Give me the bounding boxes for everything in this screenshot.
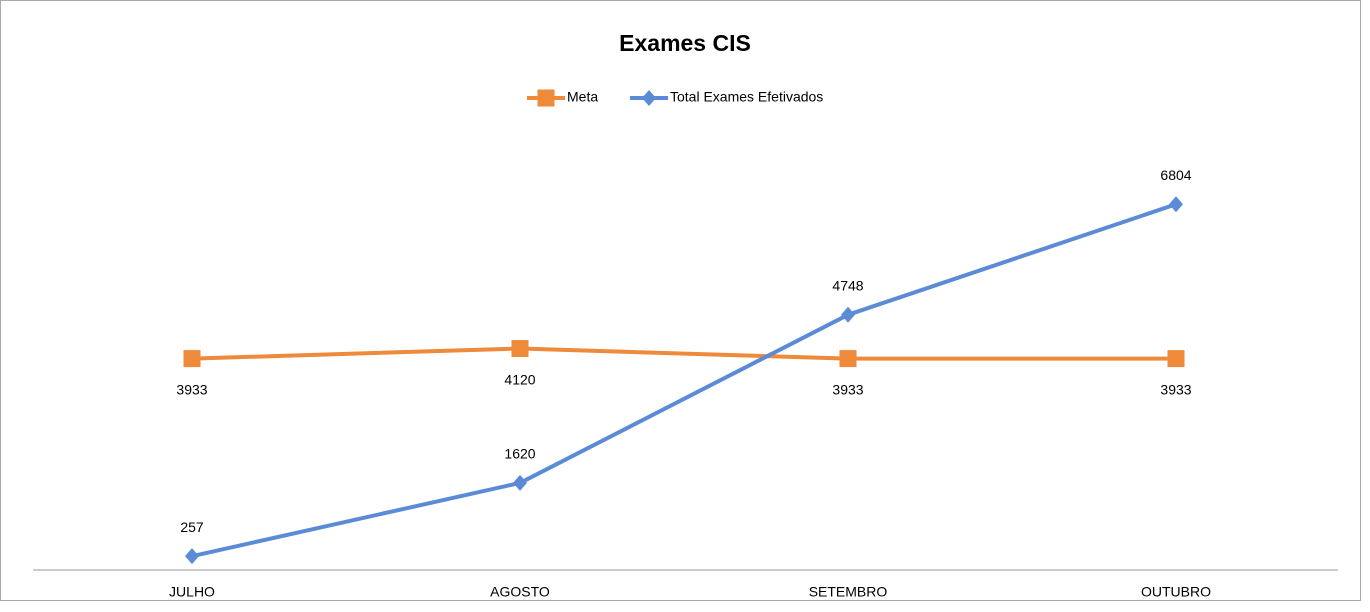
series-line: [191, 346, 1176, 361]
legend-marker: [642, 90, 656, 106]
series-line: [191, 202, 1177, 559]
data-point: [841, 306, 855, 323]
legend-label: Meta: [567, 89, 598, 105]
x-tick-label: SETEMBRO: [809, 584, 888, 600]
data-label: 3933: [832, 381, 863, 397]
data-point: [185, 548, 199, 565]
data-label: 1620: [504, 446, 535, 462]
x-tick-label: JULHO: [169, 584, 215, 600]
data-point: [183, 350, 201, 368]
data-label: 4120: [504, 371, 535, 387]
x-tick-label: OUTUBRO: [1141, 584, 1211, 600]
data-label: 3933: [1160, 381, 1191, 397]
data-label: 3933: [176, 381, 207, 397]
data-point: [839, 350, 857, 368]
chart-title: Exames CIS: [619, 30, 751, 56]
data-point: [1167, 350, 1185, 368]
data-point: [511, 340, 529, 358]
data-label: 257: [180, 519, 204, 535]
data-label: 4748: [832, 277, 863, 293]
legend-label: Total Exames Efetivados: [670, 89, 823, 105]
chart-frame: [0, 0, 1361, 601]
x-tick-label: AGOSTO: [490, 584, 550, 600]
data-point: [1169, 196, 1183, 213]
data-label: 6804: [1160, 167, 1191, 183]
data-point: [513, 474, 527, 491]
legend-marker: [537, 89, 555, 107]
